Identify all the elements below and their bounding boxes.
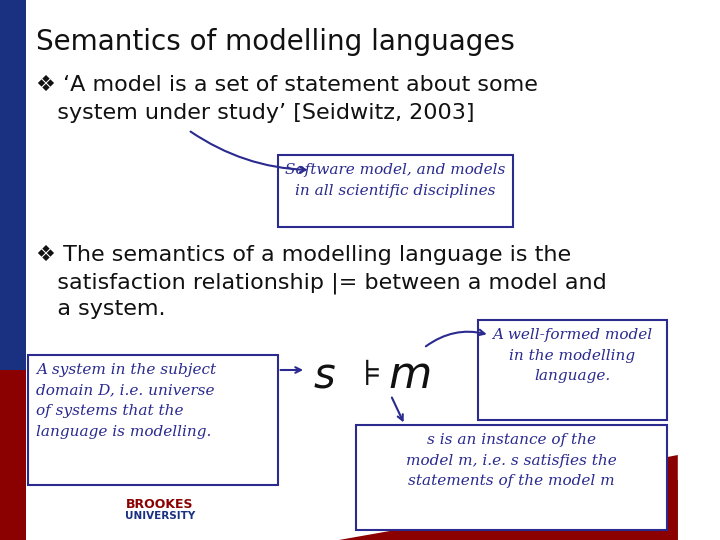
- Text: Software model, and models
in all scientific disciplines: Software model, and models in all scient…: [285, 163, 505, 198]
- Polygon shape: [471, 455, 678, 540]
- Bar: [0, 370, 27, 540]
- Bar: [278, 155, 513, 227]
- Text: $m$: $m$: [388, 354, 431, 396]
- Text: system under study’ [Seidwitz, 2003]: system under study’ [Seidwitz, 2003]: [36, 103, 474, 123]
- Text: ❖ The semantics of a modelling language is the: ❖ The semantics of a modelling language …: [36, 245, 571, 265]
- Text: Semantics of modelling languages: Semantics of modelling languages: [36, 28, 515, 56]
- Text: a system.: a system.: [36, 299, 166, 319]
- Bar: [478, 320, 667, 420]
- Text: ❖ ‘A model is a set of statement about some: ❖ ‘A model is a set of statement about s…: [36, 75, 538, 95]
- Text: s is an instance of the
model m, i.e. s satisfies the
statements of the model m: s is an instance of the model m, i.e. s …: [406, 433, 616, 488]
- Text: BROOKES: BROOKES: [126, 498, 194, 511]
- Text: $s$: $s$: [313, 354, 336, 396]
- Bar: [0, 0, 27, 370]
- Bar: [356, 425, 667, 530]
- Text: satisfaction relationship |= between a model and: satisfaction relationship |= between a m…: [36, 272, 606, 294]
- Text: A system in the subject
domain D, i.e. universe
of systems that the
language is : A system in the subject domain D, i.e. u…: [36, 363, 216, 439]
- Text: $\models$: $\models$: [355, 358, 379, 392]
- Polygon shape: [339, 480, 678, 540]
- Bar: [28, 355, 278, 485]
- Text: A well-formed model
in the modelling
language.: A well-formed model in the modelling lan…: [492, 328, 652, 383]
- Text: UNIVERSITY: UNIVERSITY: [125, 511, 195, 521]
